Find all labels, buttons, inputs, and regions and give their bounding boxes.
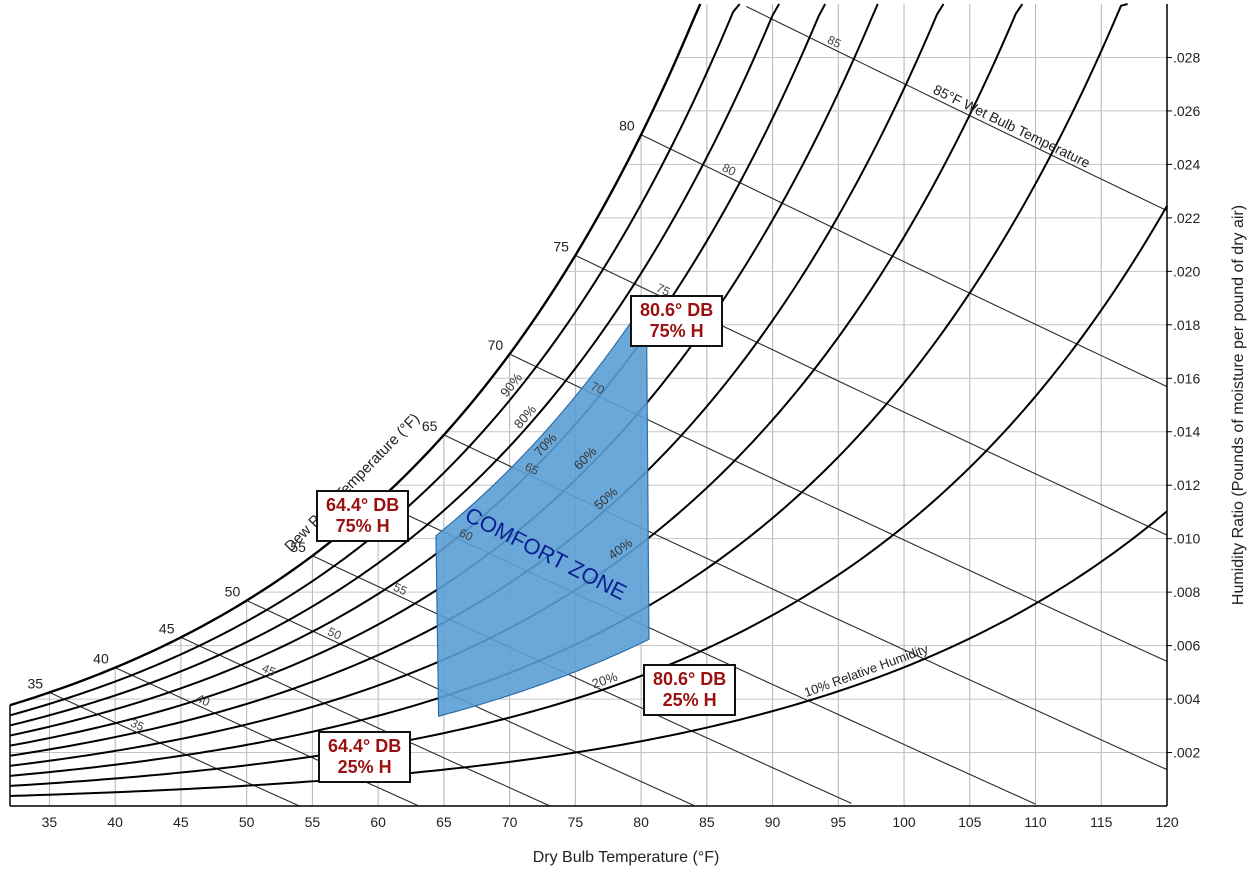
dew-point-tick-50: 50 <box>225 584 241 600</box>
wet-bulb-tick-75: 75 <box>654 281 672 300</box>
y-tick-.008: .008 <box>1173 584 1200 600</box>
x-tick-115: 115 <box>1090 814 1113 830</box>
dew-point-tick-70: 70 <box>488 337 504 353</box>
wet-bulb-tick-55: 55 <box>391 580 409 598</box>
wet-bulb-tick-60: 60 <box>457 526 475 544</box>
dew-point-tick-45: 45 <box>159 620 175 636</box>
y-tick-.012: .012 <box>1173 477 1200 493</box>
y-tick-.020: .020 <box>1173 263 1200 279</box>
x-axis-label: Dry Bulb Temperature (°F) <box>533 849 720 866</box>
callout-64-25-h: 25% H <box>337 757 392 777</box>
x-tick-35: 35 <box>42 814 58 830</box>
rh-10-label: 10% Relative Humidity <box>802 641 930 700</box>
callout-80-25-h: 25% H <box>662 690 717 710</box>
callout-64-75-h: 75% H <box>335 516 390 536</box>
y-tick-.002: .002 <box>1173 745 1200 761</box>
callout-80-25-db: 80.6° DB <box>653 669 727 689</box>
x-tick-45: 45 <box>173 814 189 830</box>
rh-curve-10 <box>9 510 1168 797</box>
x-tick-70: 70 <box>502 814 518 830</box>
x-tick-80: 80 <box>633 814 649 830</box>
x-tick-55: 55 <box>305 814 321 830</box>
x-tick-75: 75 <box>568 814 584 830</box>
callout-64-75-db: 64.4° DB <box>326 495 400 515</box>
dew-point-tick-35: 35 <box>27 675 43 691</box>
wet-bulb-tick-35: 35 <box>128 716 146 734</box>
x-tick-90: 90 <box>765 814 781 830</box>
dew-point-tick-40: 40 <box>93 651 109 667</box>
x-tick-120: 120 <box>1155 814 1179 830</box>
wet-bulb-tick-40: 40 <box>194 691 212 709</box>
wet-bulb-line-55 <box>312 555 852 804</box>
x-tick-95: 95 <box>831 814 847 830</box>
callout-80-75: 80.6° DB 75% H <box>630 295 724 347</box>
y-tick-.014: .014 <box>1173 424 1200 440</box>
callout-64-25: 64.4° DB 25% H <box>318 731 412 783</box>
y-axis-label: Humidity Ratio (Pounds of moisture per p… <box>1230 205 1247 605</box>
x-tick-100: 100 <box>892 814 916 830</box>
y-tick-.006: .006 <box>1173 638 1200 654</box>
x-tick-60: 60 <box>370 814 386 830</box>
y-tick-.028: .028 <box>1173 49 1200 65</box>
dew-point-tick-75: 75 <box>553 238 569 254</box>
x-tick-65: 65 <box>436 814 452 830</box>
dew-point-tick-55: 55 <box>290 539 306 555</box>
x-tick-50: 50 <box>239 814 255 830</box>
y-tick-.024: .024 <box>1173 156 1200 172</box>
wet-bulb-tick-50: 50 <box>326 624 344 642</box>
wet-bulb-tick-80: 80 <box>720 160 738 179</box>
callout-64-75: 64.4° DB 75% H <box>316 490 410 542</box>
x-tick-105: 105 <box>958 814 982 830</box>
rh-curve-70 <box>9 3 827 737</box>
dew-point-tick-80: 80 <box>619 118 635 134</box>
rh-curve-20 <box>9 205 1168 787</box>
wet-bulb-axis-label: 85°F Wet Bulb Temperature <box>931 81 1093 171</box>
x-tick-110: 110 <box>1024 814 1047 830</box>
wet-bulb-tick-45: 45 <box>260 661 278 679</box>
callout-80-75-db: 80.6° DB <box>640 300 714 320</box>
y-tick-.010: .010 <box>1173 531 1200 547</box>
wet-bulb-line-35 <box>49 691 300 807</box>
callout-80-75-h: 75% H <box>649 321 704 341</box>
rh-curve-80 <box>9 3 781 727</box>
callout-80-25: 80.6° DB 25% H <box>643 664 737 716</box>
wet-bulb-line-85 <box>746 5 1168 212</box>
dew-point-tick-65: 65 <box>422 418 438 434</box>
x-tick-40: 40 <box>107 814 123 830</box>
wet-bulb-tick-65: 65 <box>523 460 541 478</box>
y-tick-.018: .018 <box>1173 317 1200 333</box>
y-tick-.004: .004 <box>1173 691 1200 707</box>
wet-bulb-line-80 <box>640 134 1168 388</box>
wet-bulb-tick-85: 85 <box>825 33 843 52</box>
y-tick-.022: .022 <box>1173 210 1200 226</box>
callout-64-25-db: 64.4° DB <box>328 736 402 756</box>
x-tick-85: 85 <box>699 814 715 830</box>
y-tick-.016: .016 <box>1173 370 1200 386</box>
wet-bulb-tick-70: 70 <box>589 379 607 398</box>
y-tick-.026: .026 <box>1173 103 1200 119</box>
comfort-zone-area <box>435 297 650 717</box>
